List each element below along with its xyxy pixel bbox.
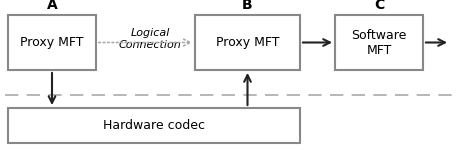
Bar <box>8 15 96 70</box>
Text: B: B <box>241 0 252 12</box>
Text: Hardware codec: Hardware codec <box>103 119 205 132</box>
Text: Software
MFT: Software MFT <box>351 28 406 57</box>
Text: C: C <box>373 0 383 12</box>
Text: A: A <box>46 0 57 12</box>
Text: Logical
Connection: Logical Connection <box>118 28 181 50</box>
Bar <box>8 108 299 143</box>
Text: Proxy MFT: Proxy MFT <box>20 36 84 49</box>
Bar <box>195 15 299 70</box>
Bar <box>334 15 422 70</box>
Text: Proxy MFT: Proxy MFT <box>215 36 279 49</box>
